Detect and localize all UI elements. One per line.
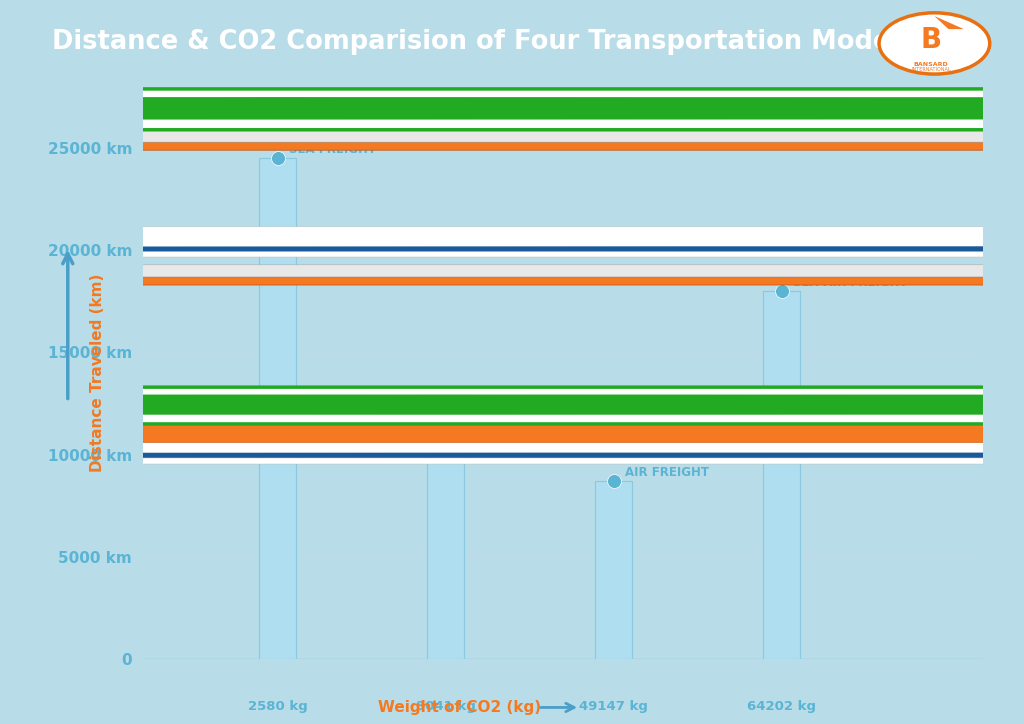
Text: Distance Traveled (km): Distance Traveled (km): [90, 274, 104, 472]
Polygon shape: [0, 246, 1024, 251]
Text: 64202 kg: 64202 kg: [748, 699, 816, 712]
Text: Weight of CO2 (kg): Weight of CO2 (kg): [379, 700, 542, 715]
Circle shape: [0, 89, 1024, 130]
Polygon shape: [0, 433, 1024, 458]
Text: RAIL FREIGHT: RAIL FREIGHT: [458, 435, 549, 448]
Text: SEA-AIR FREIGHT: SEA-AIR FREIGHT: [794, 276, 907, 289]
Polygon shape: [0, 251, 1024, 257]
Polygon shape: [0, 452, 1024, 458]
Text: SEA FREIGHT: SEA FREIGHT: [290, 143, 377, 156]
FancyBboxPatch shape: [427, 450, 464, 659]
FancyBboxPatch shape: [763, 291, 800, 659]
Polygon shape: [0, 265, 1024, 277]
Polygon shape: [0, 97, 1024, 119]
Polygon shape: [0, 458, 1024, 463]
Text: 2580 kg: 2580 kg: [248, 699, 307, 712]
Polygon shape: [0, 130, 1024, 142]
Text: Distance & CO2 Comparision of Four Transportation Modes: Distance & CO2 Comparision of Four Trans…: [51, 29, 905, 54]
Polygon shape: [0, 142, 1024, 150]
Polygon shape: [934, 16, 964, 29]
Text: BANSARD: BANSARD: [913, 62, 948, 67]
Polygon shape: [0, 227, 1024, 251]
FancyBboxPatch shape: [259, 159, 296, 659]
Text: 49147 kg: 49147 kg: [580, 699, 648, 712]
Text: B: B: [921, 26, 941, 54]
Circle shape: [879, 13, 990, 74]
Circle shape: [0, 387, 1024, 424]
Polygon shape: [0, 395, 1024, 415]
Text: AIR FREIGHT: AIR FREIGHT: [626, 466, 710, 479]
Text: 3041 kg: 3041 kg: [416, 699, 475, 712]
Polygon shape: [0, 416, 1024, 442]
Polygon shape: [0, 277, 1024, 285]
Text: INTERNATIONAL: INTERNATIONAL: [911, 67, 950, 72]
FancyBboxPatch shape: [595, 481, 632, 659]
